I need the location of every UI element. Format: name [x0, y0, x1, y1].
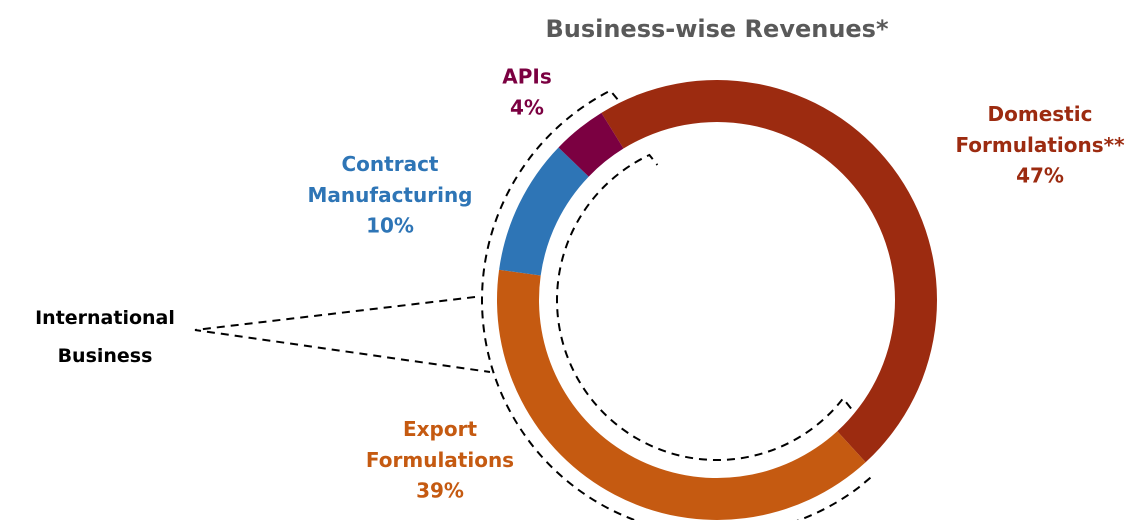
- bracket: [194, 89, 872, 520]
- segment-label: Contract Manufacturing: [308, 152, 473, 207]
- segment-label: APIs: [502, 65, 551, 89]
- value-label: 10%: [366, 214, 414, 238]
- annotation: International Business: [35, 307, 175, 367]
- donut-segment: [558, 112, 624, 177]
- donut-segment: [499, 147, 589, 276]
- segment-label: Domestic Formulations**: [955, 102, 1125, 157]
- bracket-lead: [194, 296, 491, 373]
- donut-segment: [601, 80, 937, 463]
- value-label: 4%: [510, 96, 544, 120]
- chart-title: Business-wise Revenues*: [545, 15, 889, 43]
- donut-segment: [497, 269, 866, 520]
- segment-label: Export Formulations: [366, 417, 514, 472]
- bracket-inner: [556, 153, 852, 461]
- value-label: 39%: [416, 479, 464, 503]
- value-label: 47%: [1016, 164, 1064, 188]
